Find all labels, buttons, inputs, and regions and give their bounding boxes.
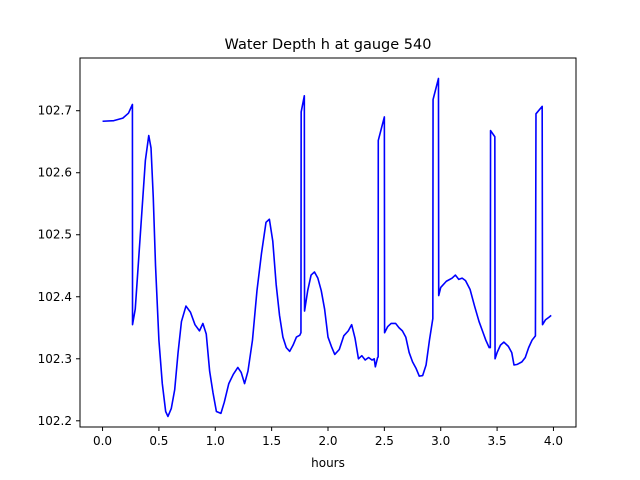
y-tick-label: 102.7 xyxy=(38,104,72,118)
x-tick-label: 2.5 xyxy=(375,434,394,448)
x-tick-label: 0.5 xyxy=(149,434,168,448)
y-tick-label: 102.2 xyxy=(38,414,72,428)
x-axis: 0.0 0.5 1.0 1.5 2.0 2.5 3.0 3.5 4.0 xyxy=(93,427,563,448)
x-axis-label: hours xyxy=(311,456,345,470)
x-tick-label: 2.0 xyxy=(318,434,337,448)
series-line-0 xyxy=(102,77,552,418)
x-tick-label: 4.0 xyxy=(544,434,563,448)
y-tick-label: 102.3 xyxy=(38,352,72,366)
x-tick-label: 3.0 xyxy=(431,434,450,448)
y-axis: 102.2 102.3 102.4 102.5 102.6 102.7 xyxy=(38,104,80,428)
plot-area xyxy=(102,77,552,418)
y-tick-label: 102.5 xyxy=(38,228,72,242)
chart-title: Water Depth h at gauge 540 xyxy=(225,37,432,53)
x-tick-label: 3.5 xyxy=(488,434,507,448)
x-tick-label: 1.0 xyxy=(206,434,225,448)
y-tick-label: 102.4 xyxy=(38,290,72,304)
x-tick-label: 1.5 xyxy=(262,434,281,448)
y-tick-label: 102.6 xyxy=(38,166,72,180)
x-tick-label: 0.0 xyxy=(93,434,112,448)
